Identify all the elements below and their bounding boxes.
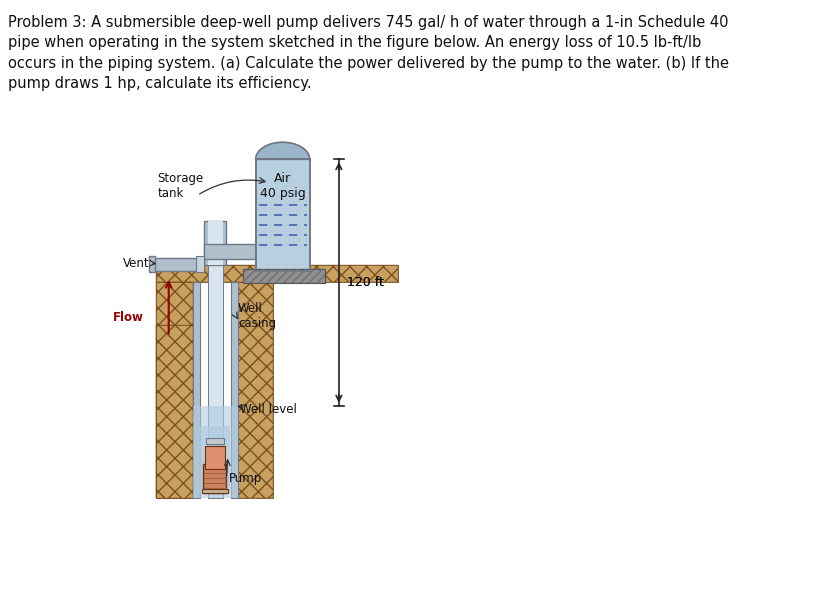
Bar: [242, 269, 325, 283]
Bar: [205, 438, 224, 444]
Text: Well
casing: Well casing: [237, 302, 275, 329]
Bar: [204, 446, 225, 469]
Text: Problem 3: A submersible deep-well pump delivers 745 gal/ h of water through a 1: Problem 3: A submersible deep-well pump …: [8, 15, 729, 91]
Bar: [231, 283, 237, 498]
Bar: [200, 426, 229, 492]
Bar: [208, 266, 222, 498]
Bar: [256, 159, 309, 271]
Bar: [153, 258, 204, 271]
Bar: [196, 256, 204, 273]
Bar: [204, 221, 227, 266]
Bar: [203, 464, 227, 492]
Text: Vent: Vent: [122, 257, 150, 270]
Bar: [193, 406, 237, 498]
Text: Air
40 psig: Air 40 psig: [260, 172, 305, 200]
Bar: [155, 283, 193, 498]
Text: 120 ft: 120 ft: [347, 276, 383, 289]
Bar: [155, 325, 193, 498]
Bar: [155, 283, 193, 498]
Polygon shape: [256, 143, 309, 159]
Bar: [202, 489, 227, 492]
Bar: [149, 256, 155, 273]
Bar: [208, 221, 222, 266]
Bar: [155, 266, 398, 283]
Bar: [155, 325, 193, 498]
Bar: [242, 269, 325, 283]
Bar: [237, 283, 272, 498]
Text: Well level: Well level: [240, 403, 297, 416]
Text: Storage
tank: Storage tank: [157, 172, 203, 200]
Bar: [193, 283, 199, 498]
Bar: [155, 266, 398, 283]
Bar: [237, 283, 272, 498]
Text: 120 ft: 120 ft: [347, 276, 383, 289]
Bar: [204, 244, 276, 259]
Text: Pump: Pump: [228, 472, 261, 485]
Text: Flow: Flow: [113, 310, 144, 323]
